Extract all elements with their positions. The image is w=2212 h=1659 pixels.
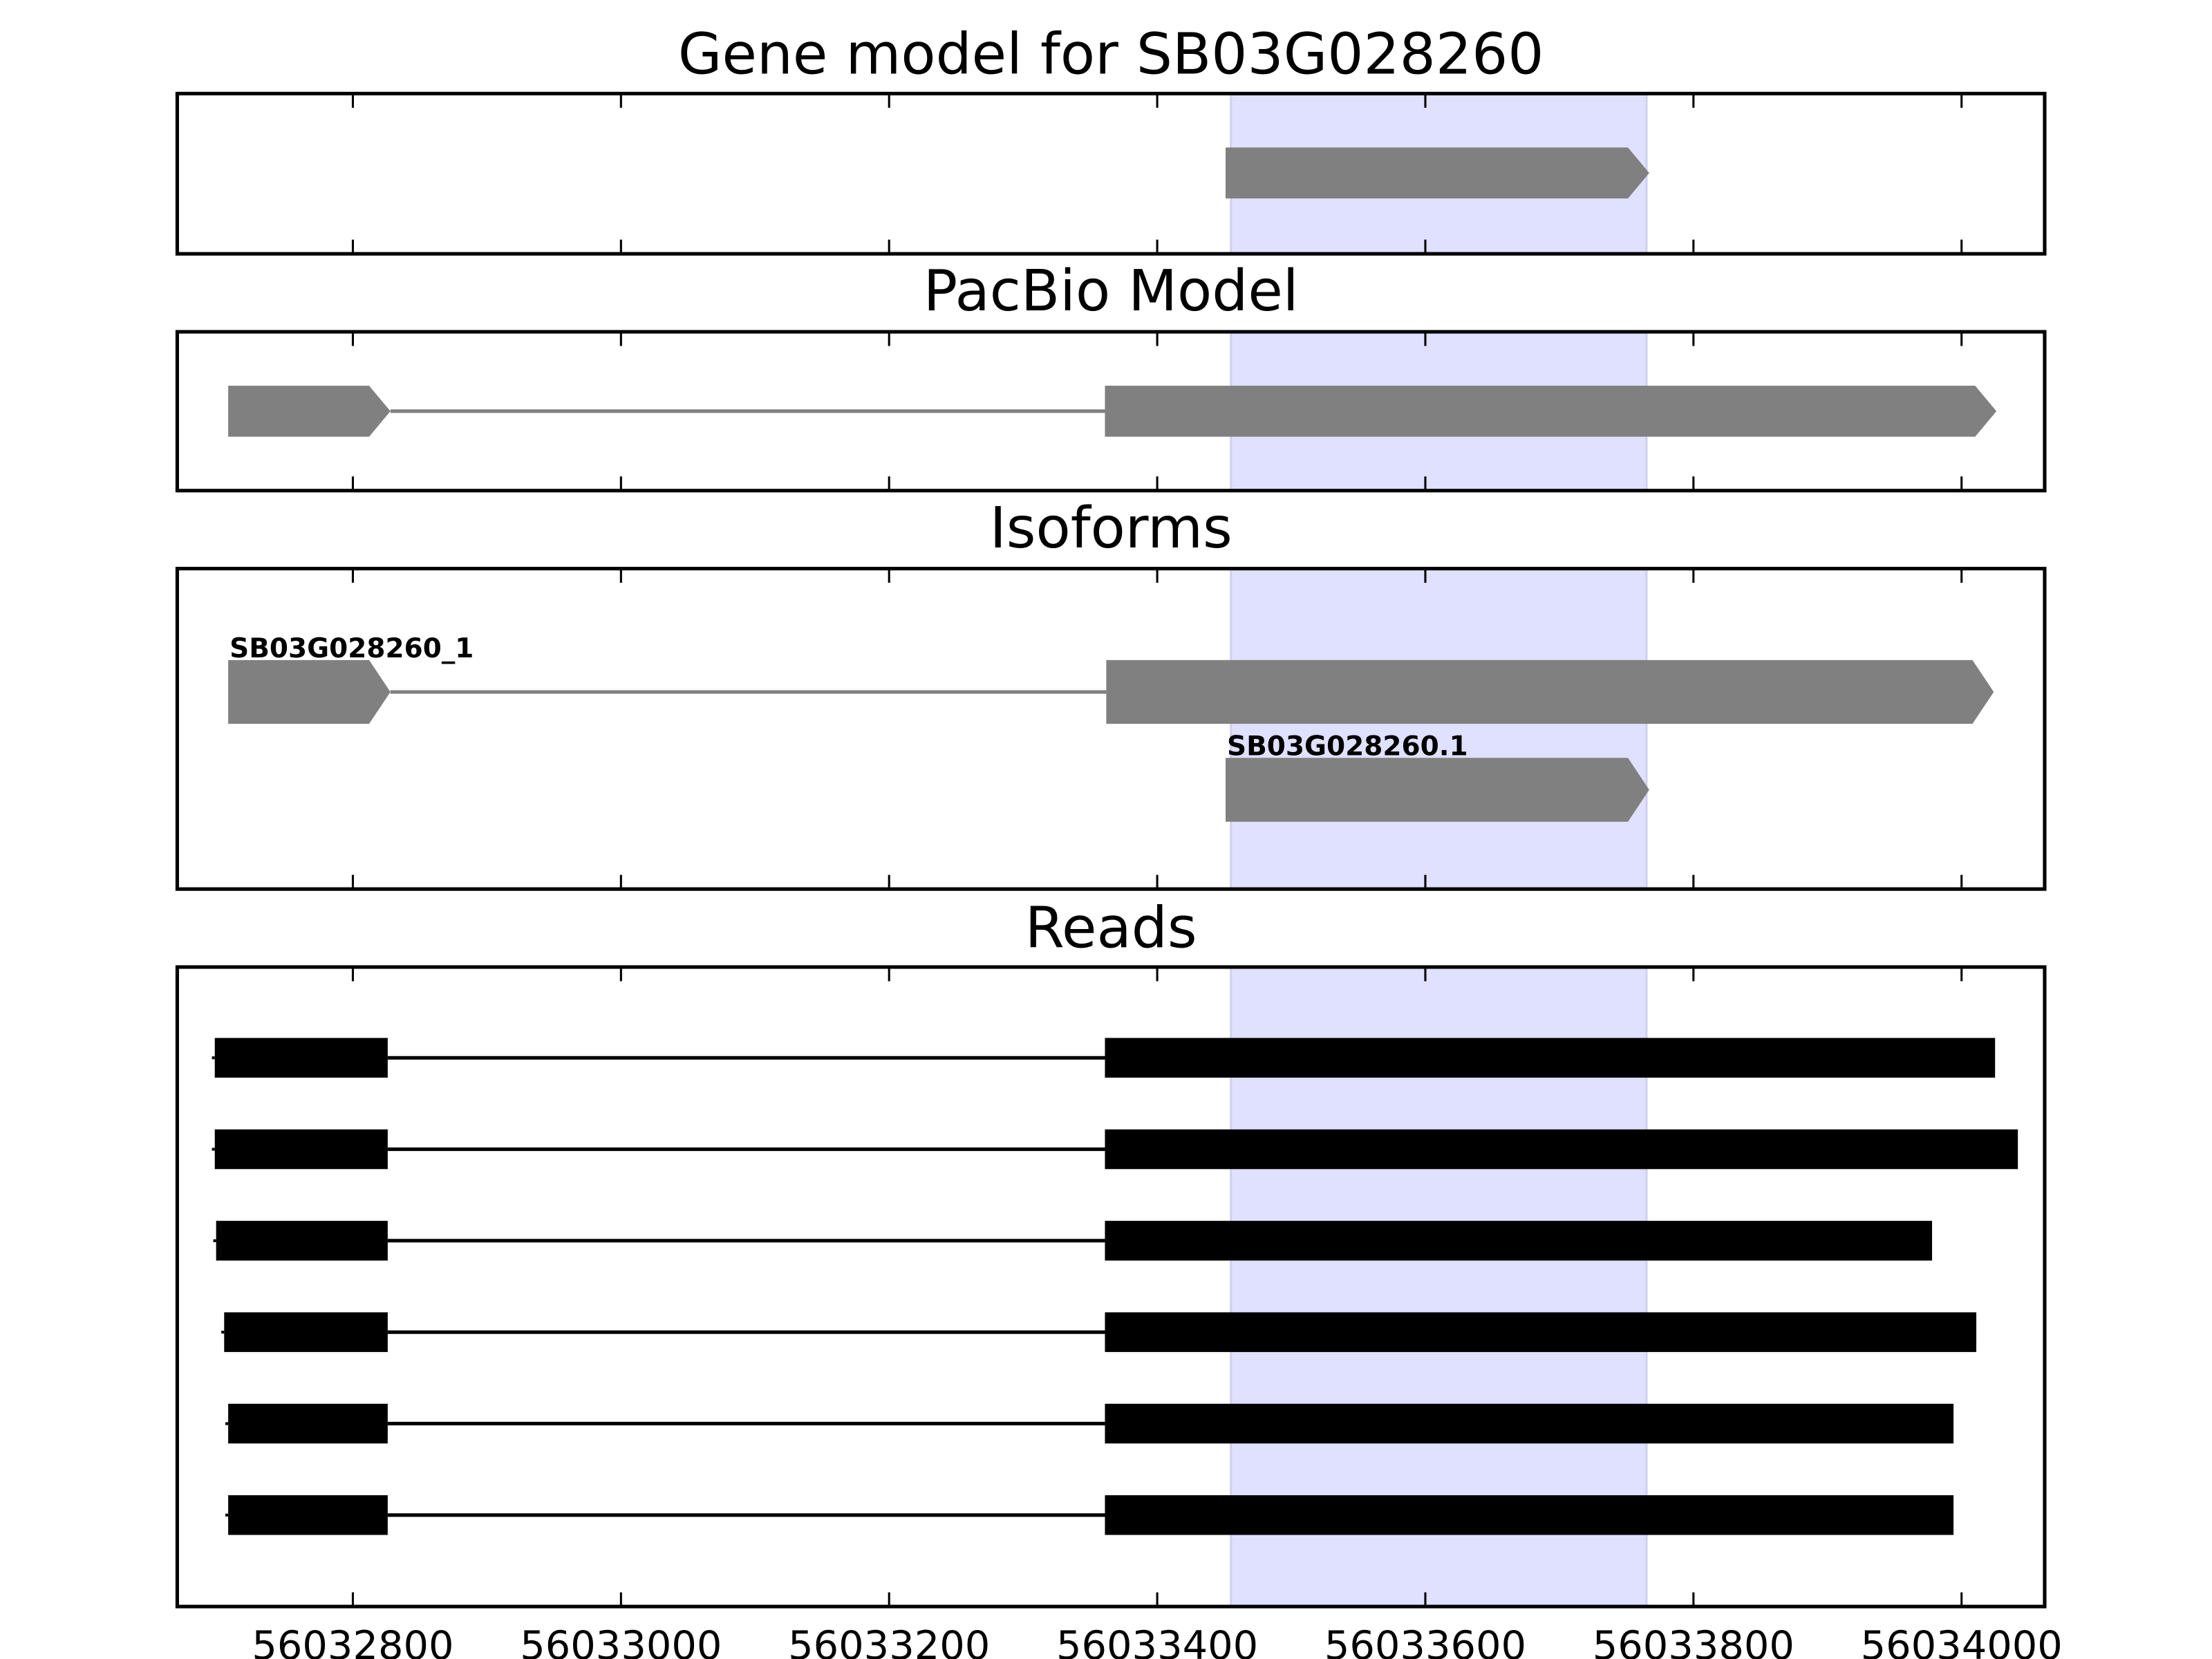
exon bbox=[224, 1312, 388, 1352]
exon bbox=[1105, 385, 1997, 437]
panel-frame bbox=[175, 91, 2047, 256]
read-2 bbox=[213, 1221, 1933, 1261]
panel-frame bbox=[175, 567, 2047, 891]
exon bbox=[1105, 1403, 1954, 1444]
exon bbox=[228, 659, 391, 724]
panel-frame bbox=[175, 330, 2047, 493]
x-tick-label: 56033400 bbox=[1056, 1622, 1258, 1659]
x-tick-label: 56033000 bbox=[520, 1622, 722, 1659]
read-3 bbox=[221, 1312, 1977, 1352]
exon bbox=[1105, 1038, 1996, 1078]
exon bbox=[1106, 659, 1994, 724]
panel-title: PacBio Model bbox=[924, 259, 1299, 324]
panel-3: Reads bbox=[175, 895, 2047, 1609]
exon bbox=[1105, 1221, 1933, 1261]
panel-title: Reads bbox=[1025, 895, 1197, 961]
x-tick-label: 56033200 bbox=[788, 1622, 990, 1659]
feature-label: SB03G028260.1 bbox=[1227, 731, 1468, 762]
exon bbox=[228, 385, 391, 437]
exon bbox=[228, 1495, 388, 1535]
exon bbox=[1225, 758, 1649, 822]
exon bbox=[214, 1038, 388, 1078]
feature-0 bbox=[228, 659, 1994, 724]
panel-2: Isoforms SB03G028260_1 SB03G028260.1 bbox=[175, 496, 2047, 891]
exon bbox=[1105, 1495, 1954, 1535]
x-tick-label: 56032800 bbox=[252, 1622, 453, 1659]
exon bbox=[1105, 1312, 1977, 1352]
panel-0: Gene model for SB03G028260 bbox=[175, 22, 2047, 256]
x-tick-label: 56033600 bbox=[1324, 1622, 1526, 1659]
panel-title: Isoforms bbox=[990, 496, 1232, 561]
panel-1: PacBio Model bbox=[175, 259, 2047, 493]
panel-frame bbox=[175, 965, 2047, 1609]
feature-1 bbox=[1225, 758, 1649, 822]
exon bbox=[1105, 1129, 2018, 1170]
read-0 bbox=[212, 1038, 1996, 1078]
exon bbox=[228, 1403, 388, 1444]
feature-label: SB03G028260_1 bbox=[229, 633, 474, 664]
read-4 bbox=[225, 1403, 1954, 1444]
highlight-region bbox=[1230, 568, 1648, 890]
feature-0 bbox=[228, 385, 1997, 437]
x-tick-label: 56033800 bbox=[1593, 1622, 1794, 1659]
x-tick-label: 56034000 bbox=[1861, 1622, 2063, 1659]
feature-0 bbox=[1225, 147, 1649, 199]
panel-title: Gene model for SB03G028260 bbox=[678, 22, 1544, 88]
read-1 bbox=[212, 1129, 2018, 1170]
exon bbox=[216, 1221, 388, 1261]
exon bbox=[214, 1129, 388, 1170]
read-5 bbox=[225, 1495, 1954, 1535]
exon bbox=[1225, 147, 1649, 199]
